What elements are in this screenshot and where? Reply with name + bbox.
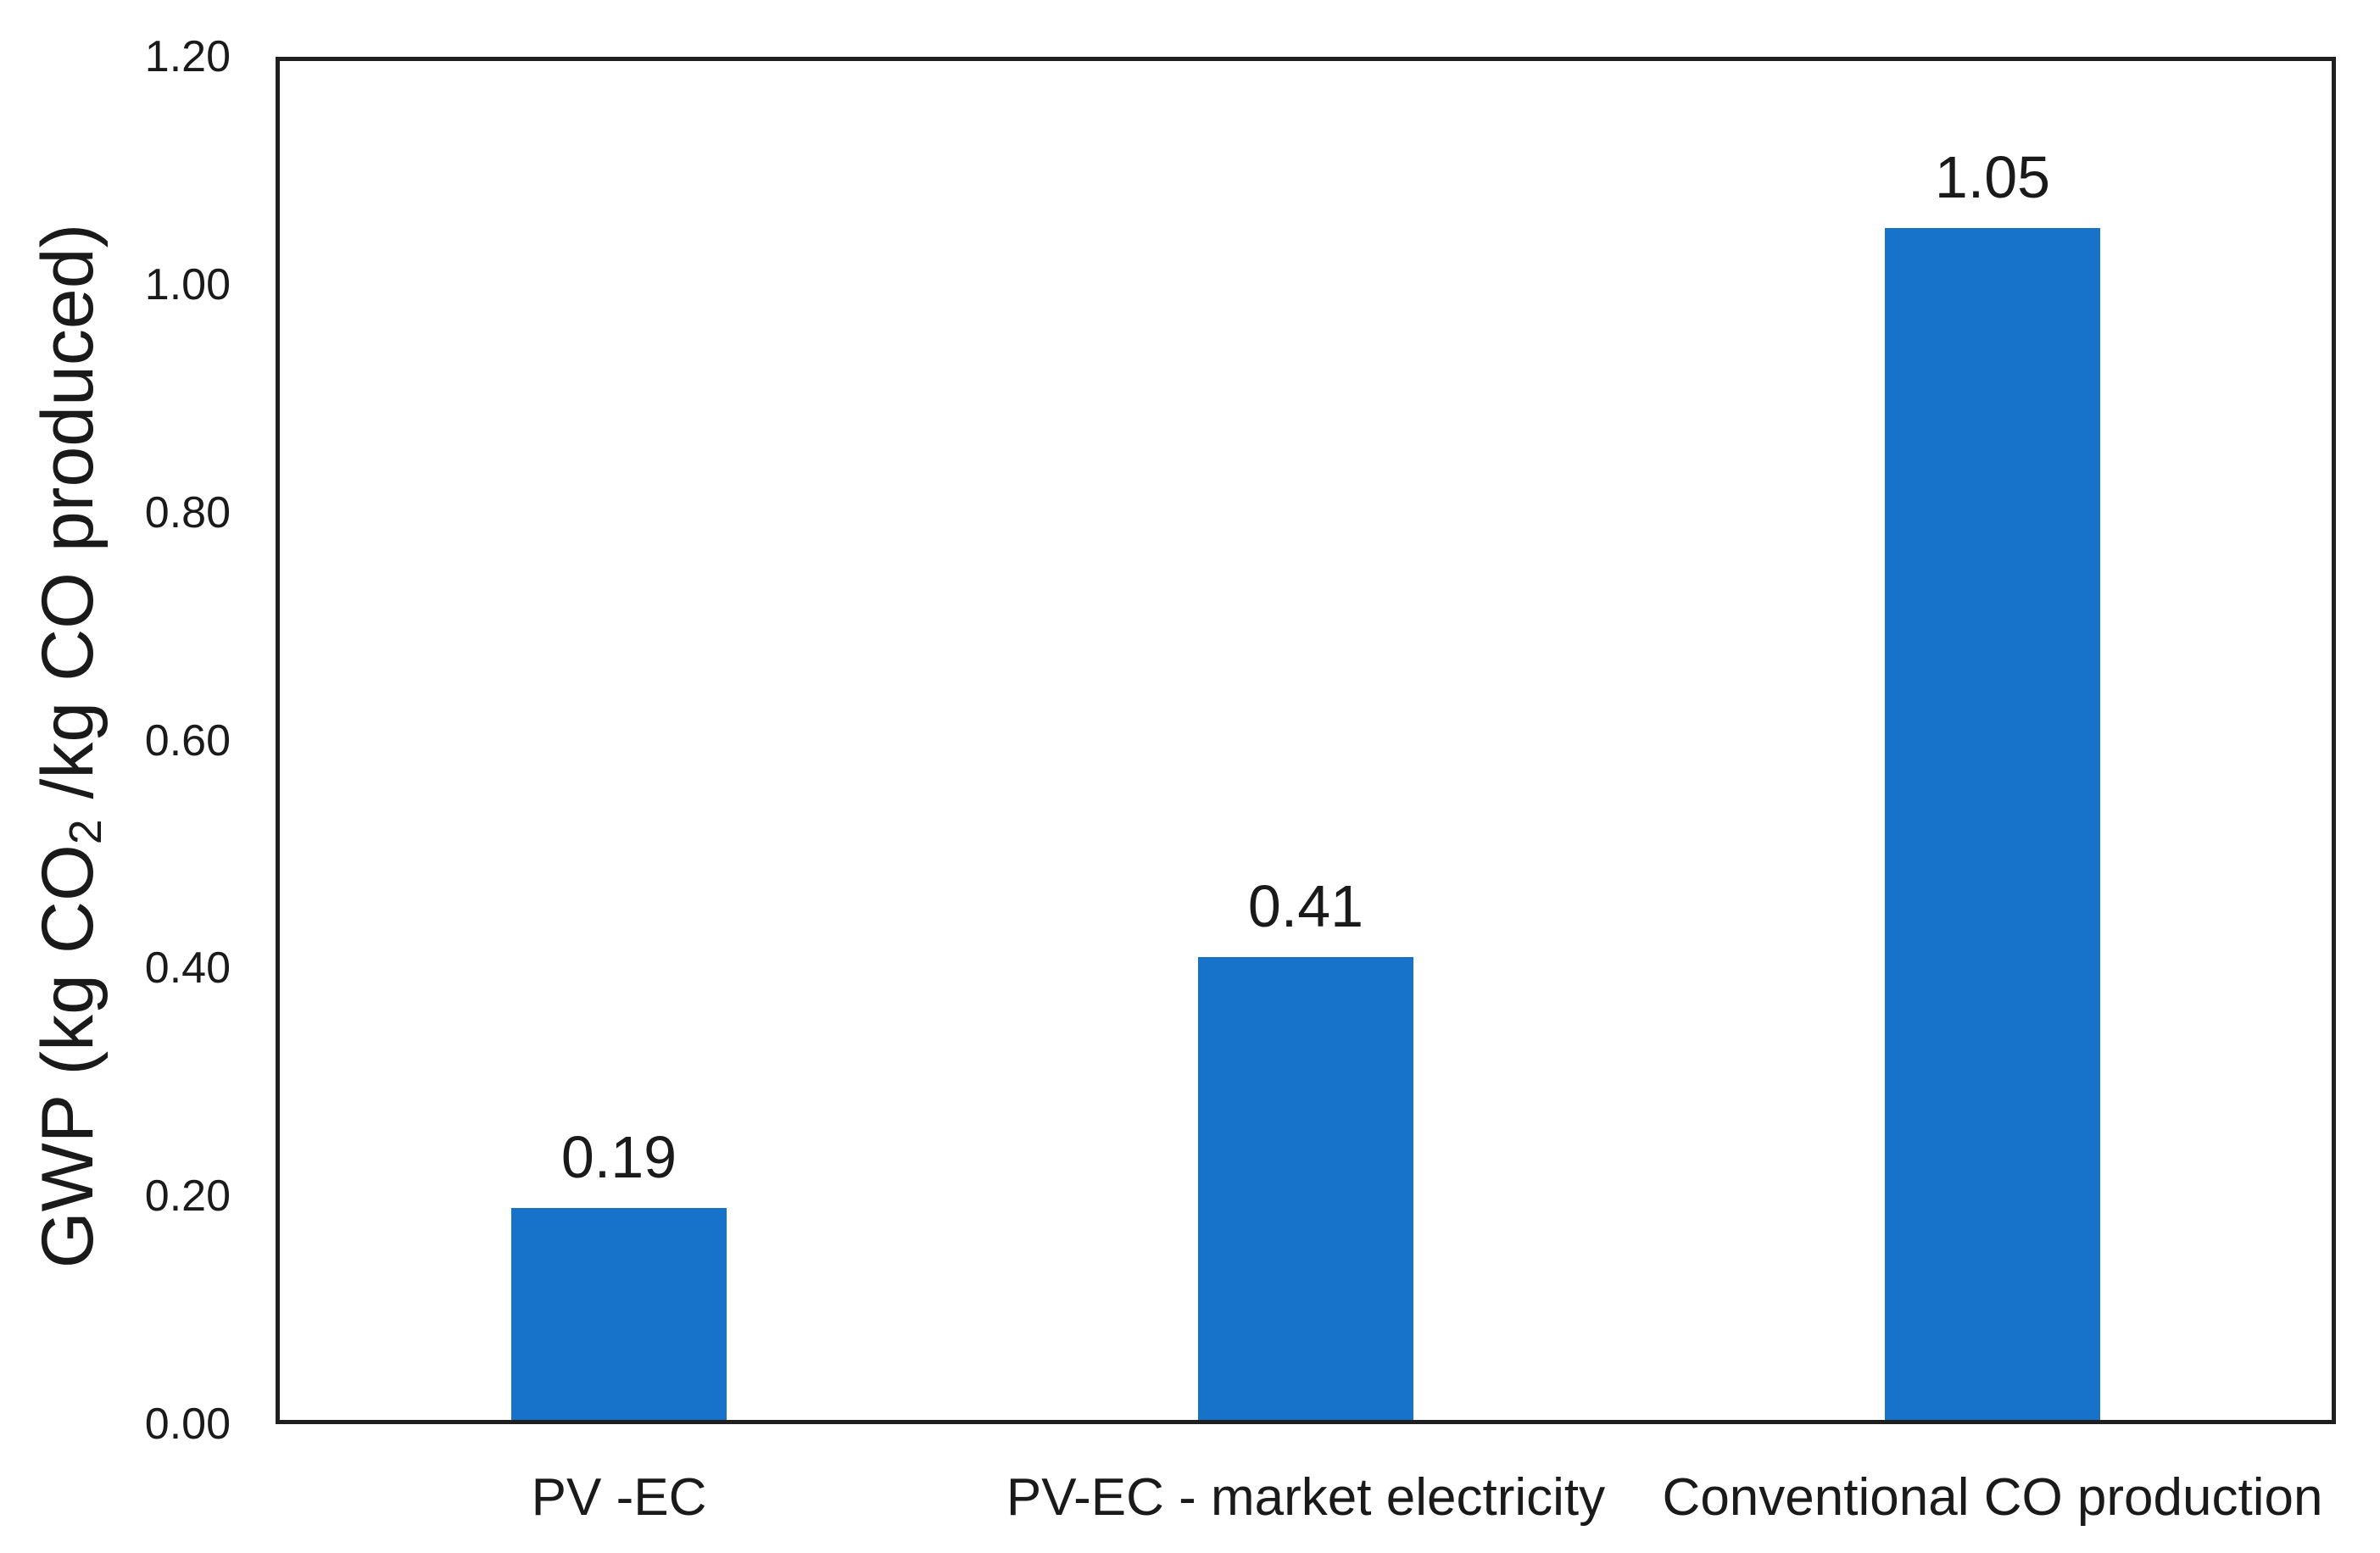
plot-area: 0.19 0.41 1.05 [276, 57, 2336, 1424]
y-tick-label: 0.00 [144, 1400, 231, 1449]
y-tick-label: 0.20 [144, 1172, 231, 1222]
category-label: Conventional CO production [1662, 1468, 2323, 1527]
bar-value-label: 1.05 [1934, 144, 2051, 210]
bar-value-label: 0.19 [560, 1124, 677, 1190]
x-axis-category-labels: PV -EC PV-EC - market electricity Conventi… [276, 1467, 2336, 1529]
bar-2 [1198, 957, 1413, 1420]
bar-1 [511, 1208, 727, 1420]
category-label: PV-EC - market electricity [1006, 1468, 1606, 1527]
y-axis-title-subscript: 2 [60, 819, 111, 845]
bar-value-label: 0.41 [1247, 873, 1364, 939]
y-tick-label: 1.00 [144, 259, 231, 309]
y-tick-label: 0.60 [144, 715, 231, 765]
y-tick-label: 0.80 [144, 487, 231, 537]
category-label: PV -EC [531, 1468, 707, 1527]
bar-3 [1885, 228, 2100, 1420]
y-tick-label: 1.20 [144, 32, 231, 81]
y-tick-label: 0.40 [144, 943, 231, 994]
